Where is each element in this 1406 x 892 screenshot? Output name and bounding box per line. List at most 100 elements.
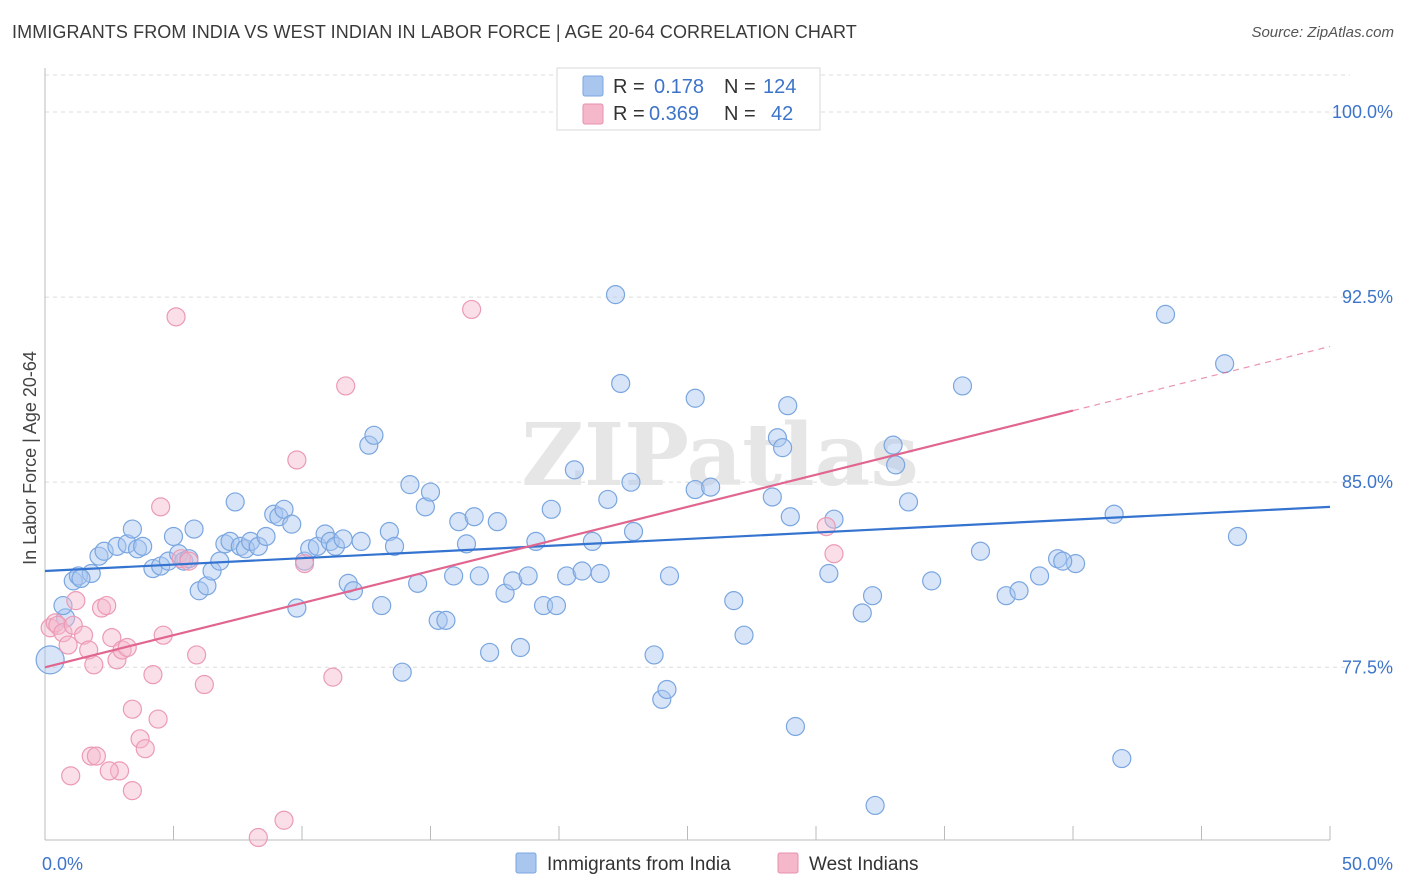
x-tick-labels: 0.0% 50.0% — [42, 854, 1393, 874]
india-point-58 — [420, 482, 441, 502]
india-point-117 — [1104, 504, 1124, 524]
india-point-105 — [819, 563, 839, 584]
india-point-93 — [724, 591, 744, 611]
india-point-54 — [392, 662, 412, 682]
india-point-104 — [865, 795, 885, 816]
westindian-point-7 — [73, 625, 94, 645]
india-point-13 — [133, 536, 153, 556]
legend-r-label-1: R = — [613, 76, 645, 98]
westindian-point-28 — [122, 699, 142, 719]
india-point-100 — [824, 509, 844, 529]
westindian-point-12 — [102, 628, 122, 648]
india-point-71 — [518, 566, 538, 586]
legend-swatch-india — [582, 75, 604, 97]
india-point-76 — [557, 566, 577, 586]
india-point-122 — [1155, 304, 1176, 324]
india-point-101 — [852, 603, 872, 623]
india-point-79 — [582, 531, 603, 552]
westindian-point-27 — [151, 497, 171, 517]
india-point-78 — [572, 561, 592, 581]
westindian-point-35 — [274, 810, 294, 830]
india-point-94 — [734, 625, 754, 645]
series-westindian-points — [40, 299, 844, 848]
westindian-trend-line — [44, 409, 1074, 669]
chart-title: IMMIGRANTS FROM INDIA VS WEST INDIAN IN … — [12, 22, 857, 42]
india-point-45 — [333, 529, 353, 549]
india-point-107 — [883, 435, 903, 455]
india-point-57 — [415, 497, 435, 517]
x-tick-label-1: 50.0% — [1342, 854, 1393, 874]
legend-r-label-2: R = — [613, 103, 645, 125]
westindian-point-33 — [61, 766, 81, 786]
india-point-64 — [464, 507, 484, 527]
india-point-84 — [621, 472, 641, 492]
westindian-point-3 — [53, 623, 73, 643]
westindian-point-4 — [58, 635, 78, 655]
grid-lines — [45, 74, 1350, 668]
legend-n-label-1: N = — [724, 76, 756, 98]
india-point-51 — [372, 595, 392, 616]
india-point-98 — [778, 396, 798, 416]
y-tick-label-0: 100.0% — [1332, 102, 1393, 122]
axes — [44, 68, 1331, 841]
legend-r-value-2: 0.369 — [649, 103, 699, 125]
westindian-point-25 — [187, 645, 207, 665]
bottom-legend-label-westindian: West Indians — [809, 854, 918, 875]
india-point-23 — [197, 576, 217, 596]
india-point-60 — [436, 610, 456, 630]
westindian-point-22 — [166, 307, 186, 327]
india-point-26 — [215, 534, 235, 554]
india-point-97 — [772, 438, 793, 458]
india-point-14 — [143, 558, 163, 579]
india-point-6 — [71, 568, 91, 589]
india-point-10 — [117, 534, 137, 554]
westindian-point-42 — [824, 544, 844, 564]
india-point-33 — [256, 526, 276, 547]
india-point-28 — [225, 492, 245, 512]
westindian-point-16 — [122, 781, 142, 801]
india-point-75 — [546, 595, 567, 616]
india-point-59 — [428, 610, 448, 630]
legend-swatch-westindian — [582, 103, 604, 125]
bottom-legend-swatch-westindian — [777, 852, 799, 874]
westindian-point-13 — [107, 650, 127, 670]
india-point-121 — [1215, 354, 1235, 374]
india-point-99 — [780, 507, 800, 527]
india-point-32 — [248, 536, 268, 556]
india-point-19 — [174, 551, 194, 571]
india-point-2 — [53, 595, 73, 616]
india-point-48 — [351, 531, 371, 552]
westindian-point-34 — [248, 827, 268, 848]
westindian-point-36 — [287, 450, 307, 470]
westindian-point-30 — [99, 761, 119, 781]
india-point-8 — [94, 541, 114, 561]
india-point-111 — [970, 541, 991, 561]
india-point-118 — [1053, 551, 1073, 571]
westindian-point-38 — [323, 667, 343, 687]
india-point-55 — [400, 475, 420, 495]
india-point-62 — [449, 512, 469, 532]
india-point-103 — [785, 716, 806, 737]
y-tick-label-1: 92.5% — [1342, 287, 1393, 307]
y-tick-labels: 100.0% 92.5% 85.0% 77.5% — [1332, 102, 1393, 677]
india-point-81 — [598, 489, 618, 510]
westindian-point-18 — [135, 739, 155, 759]
westindian-point-11 — [97, 595, 117, 616]
india-point-82 — [605, 285, 626, 305]
legend-bottom: Immigrants from India West Indians — [515, 852, 918, 875]
y-tick-label-2: 85.0% — [1342, 472, 1393, 492]
westindian-point-31 — [81, 746, 101, 766]
legend-n-value-2: 42 — [771, 103, 793, 125]
india-point-70 — [510, 637, 531, 658]
india-point-95 — [762, 487, 782, 507]
india-point-120 — [1227, 526, 1248, 547]
westindian-point-24 — [179, 551, 199, 571]
india-point-89 — [657, 679, 677, 700]
india-point-86 — [644, 645, 664, 665]
india-point-83 — [611, 373, 631, 394]
india-point-90 — [685, 479, 705, 500]
westindian-point-5 — [63, 615, 83, 635]
india-point-67 — [487, 512, 507, 532]
india-point-87 — [652, 689, 672, 709]
